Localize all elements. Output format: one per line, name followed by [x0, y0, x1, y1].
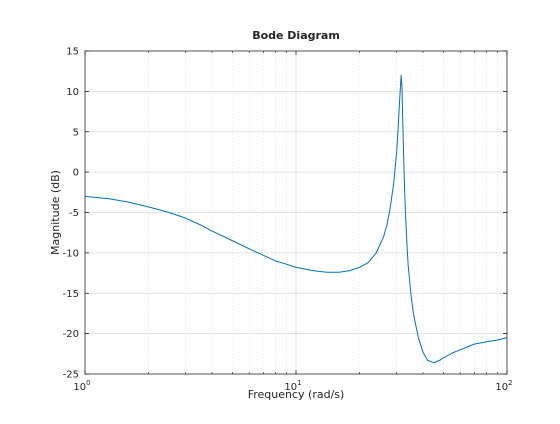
axis-ticks: [84, 50, 508, 375]
x-tick-exponent: 2: [508, 379, 512, 387]
y-tick-label: -15: [63, 289, 79, 300]
y-tick-label: -10: [63, 248, 79, 259]
x-tick-label: 100: [73, 379, 90, 393]
y-tick-label: 5: [73, 127, 79, 138]
y-tick-label: 0: [73, 168, 79, 179]
x-tick-exponent: 0: [86, 379, 90, 387]
magnitude-line: [84, 74, 508, 364]
x-axis-label: Frequency (rad/s): [248, 388, 345, 401]
major-grid: [85, 51, 507, 374]
y-tick-label: 15: [66, 47, 79, 58]
y-tick-label: 10: [66, 87, 79, 98]
y-tick-label: -5: [69, 208, 79, 219]
x-tick-exponent: 1: [297, 379, 301, 387]
y-tick-label: -20: [63, 329, 79, 340]
y-axis-label: Magnitude (dB): [49, 170, 62, 255]
series-layer: [84, 74, 508, 364]
chart-title: Bode Diagram: [252, 29, 340, 42]
y-tick-label: -25: [63, 370, 79, 381]
x-tick-label: 102: [495, 379, 512, 393]
x-tick-labels: 100 101 102: [73, 379, 512, 393]
y-tick-labels: 15 10 5 0 -5 -10 -15 -20 -25: [63, 47, 79, 381]
